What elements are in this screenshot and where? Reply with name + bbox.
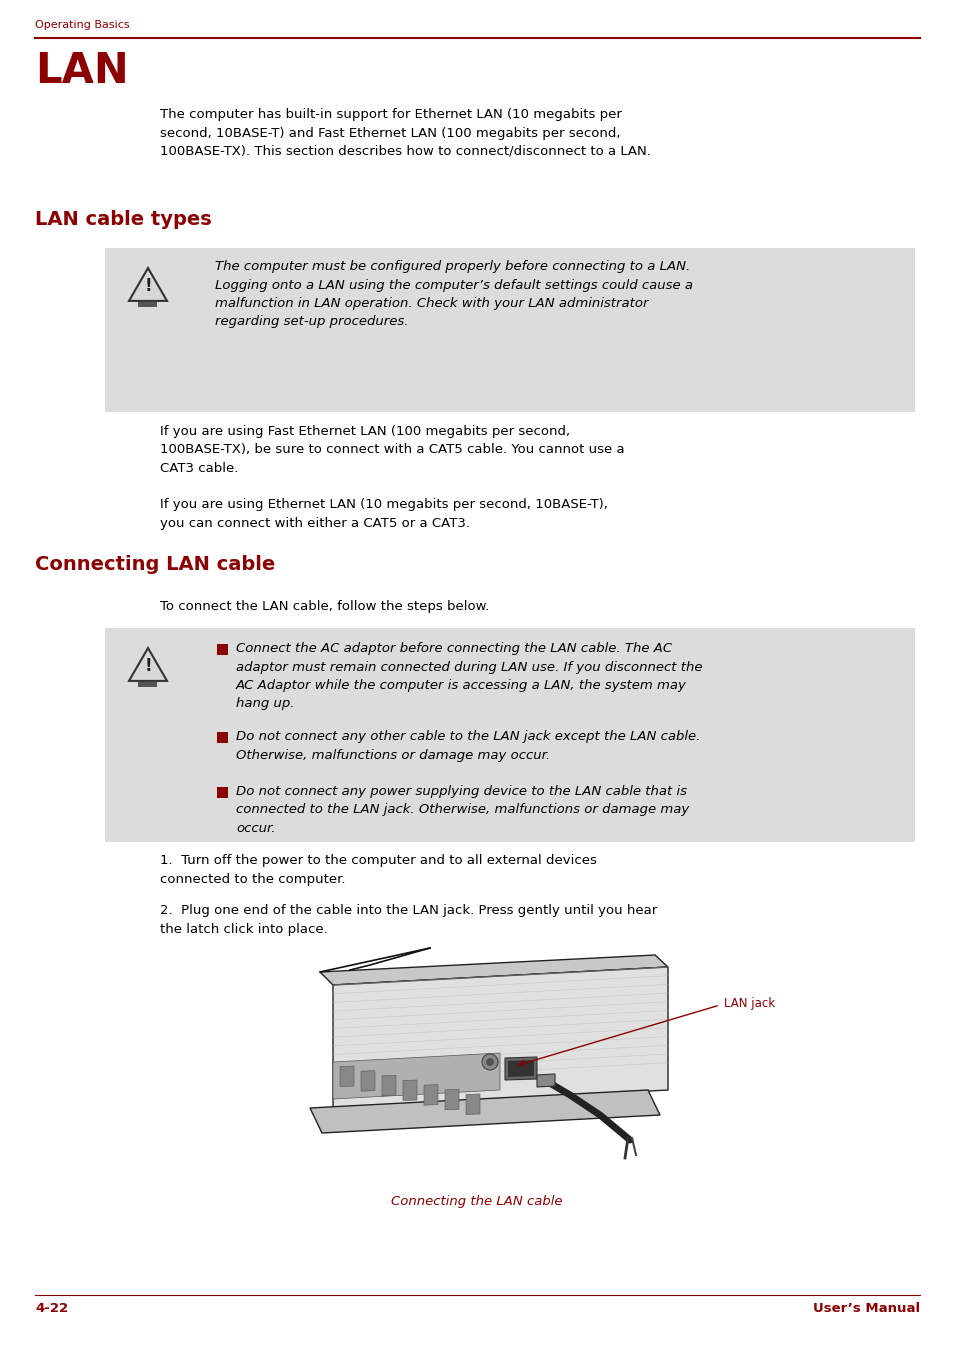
Text: LAN jack: LAN jack: [723, 996, 774, 1010]
Text: Do not connect any power supplying device to the LAN cable that is
connected to : Do not connect any power supplying devic…: [235, 786, 688, 836]
FancyBboxPatch shape: [216, 644, 228, 654]
Text: LAN cable types: LAN cable types: [35, 210, 212, 228]
Text: Do not connect any other cable to the LAN jack except the LAN cable.
Otherwise, : Do not connect any other cable to the LA…: [235, 730, 700, 761]
FancyBboxPatch shape: [216, 787, 228, 798]
Polygon shape: [465, 1094, 479, 1114]
Text: 1.  Turn off the power to the computer and to all external devices
connected to : 1. Turn off the power to the computer an…: [160, 854, 597, 886]
Polygon shape: [319, 955, 667, 986]
Text: !: !: [144, 657, 152, 675]
Text: If you are using Fast Ethernet LAN (100 megabits per second,
100BASE-TX), be sur: If you are using Fast Ethernet LAN (100 …: [160, 425, 624, 475]
Text: User’s Manual: User’s Manual: [812, 1302, 919, 1315]
Text: 2.  Plug one end of the cable into the LAN jack. Press gently until you hear
the: 2. Plug one end of the cable into the LA…: [160, 904, 657, 936]
Polygon shape: [444, 1090, 458, 1110]
Polygon shape: [339, 1065, 354, 1087]
Circle shape: [481, 1055, 497, 1069]
FancyBboxPatch shape: [216, 731, 228, 744]
Polygon shape: [381, 1075, 395, 1096]
Polygon shape: [129, 268, 167, 301]
Text: Operating Basics: Operating Basics: [35, 20, 130, 30]
Text: Connect the AC adaptor before connecting the LAN cable. The AC
adaptor must rema: Connect the AC adaptor before connecting…: [235, 642, 701, 711]
Circle shape: [485, 1059, 494, 1065]
Text: To connect the LAN cable, follow the steps below.: To connect the LAN cable, follow the ste…: [160, 600, 489, 612]
Polygon shape: [402, 1080, 416, 1101]
Text: Connecting the LAN cable: Connecting the LAN cable: [391, 1195, 562, 1207]
Polygon shape: [310, 1090, 659, 1133]
Text: !: !: [144, 277, 152, 295]
Polygon shape: [423, 1084, 437, 1105]
Polygon shape: [333, 1053, 499, 1099]
Text: LAN: LAN: [35, 50, 129, 92]
Text: Connecting LAN cable: Connecting LAN cable: [35, 556, 275, 575]
FancyBboxPatch shape: [105, 247, 914, 412]
Polygon shape: [333, 967, 667, 1109]
FancyBboxPatch shape: [105, 627, 914, 842]
FancyBboxPatch shape: [138, 301, 157, 307]
Text: The computer has built-in support for Ethernet LAN (10 megabits per
second, 10BA: The computer has built-in support for Et…: [160, 108, 650, 158]
Polygon shape: [129, 648, 167, 681]
FancyBboxPatch shape: [138, 681, 157, 687]
Polygon shape: [507, 1060, 534, 1078]
Polygon shape: [360, 1071, 375, 1091]
Text: If you are using Ethernet LAN (10 megabits per second, 10BASE-T),
you can connec: If you are using Ethernet LAN (10 megabi…: [160, 498, 607, 530]
Polygon shape: [504, 1057, 537, 1080]
Text: The computer must be configured properly before connecting to a LAN.
Logging ont: The computer must be configured properly…: [214, 260, 692, 329]
Polygon shape: [537, 1073, 555, 1087]
Text: 4-22: 4-22: [35, 1302, 68, 1315]
